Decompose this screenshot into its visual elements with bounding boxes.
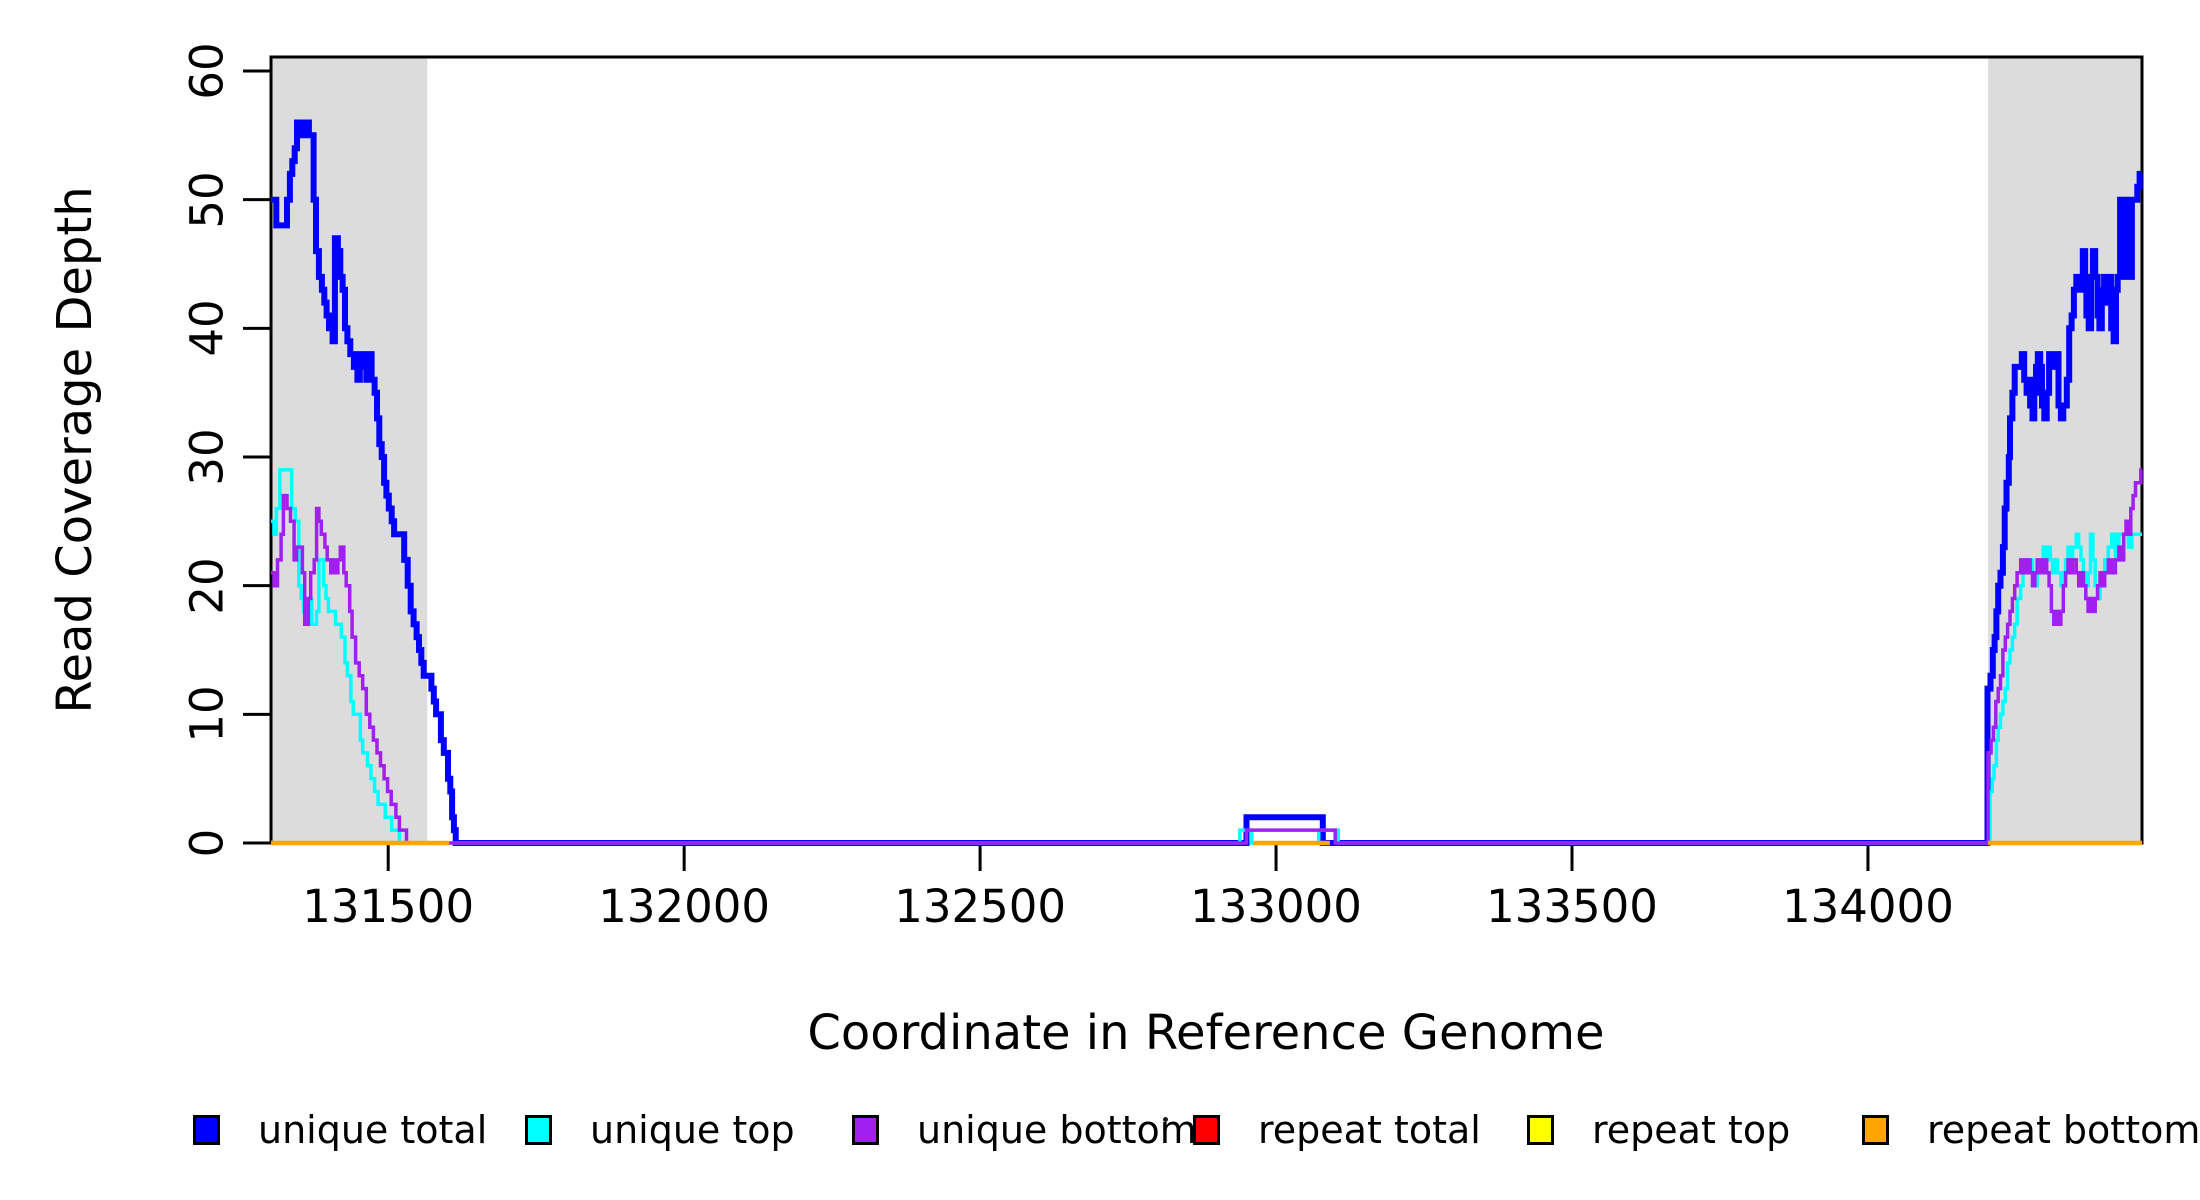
x-tick-label: 132000: [598, 880, 771, 933]
legend-swatch-repeat-bottom: [1862, 1115, 1889, 1145]
series-line-unique-top: [271, 468, 2142, 845]
legend-item-unique-total: unique total: [193, 1108, 487, 1152]
series-line-unique-total: [271, 119, 2143, 846]
shaded-repeat-region: [271, 57, 428, 843]
x-axis-title: Coordinate in Reference Genome: [807, 1005, 1605, 1061]
y-axis-title: Read Coverage Depth: [47, 186, 103, 714]
x-tick-label: 134000: [1782, 880, 1954, 933]
x-tick-label: 133500: [1486, 880, 1658, 933]
legend-label: unique total: [258, 1108, 488, 1152]
legend-item-repeat-top: repeat top: [1527, 1108, 1790, 1152]
x-tick-label: 133000: [1190, 880, 1362, 933]
legend-swatch-unique-top: [525, 1115, 552, 1145]
legend-item-repeat-total: repeat total: [1193, 1108, 1481, 1152]
y-tick-label: 10: [180, 685, 234, 743]
stray-dot: [1163, 1117, 1168, 1122]
legend-label: unique bottom: [917, 1108, 1197, 1152]
y-tick-label: 60: [180, 42, 234, 100]
legend-swatch-unique-bottom: [852, 1115, 879, 1145]
series-line-unique-bottom: [271, 468, 2143, 845]
legend-item-repeat-bottom: repeat bottom: [1862, 1108, 2200, 1152]
y-tick-label: 0: [180, 828, 234, 858]
legend-item-unique-top: unique top: [525, 1108, 795, 1152]
plot-box: [269, 55, 2144, 845]
x-tick-label: 132500: [894, 880, 1066, 933]
legend-label: repeat bottom: [1927, 1108, 2200, 1152]
y-tick-label: 40: [180, 299, 234, 357]
legend-swatch-unique-total: [193, 1115, 220, 1145]
y-tick-label: 50: [180, 171, 234, 229]
shaded-repeat-region: [1988, 57, 2142, 843]
legend-label: unique top: [590, 1108, 795, 1152]
legend-item-unique-bottom: unique bottom: [852, 1108, 1197, 1152]
legend-swatch-repeat-total: [1193, 1115, 1220, 1145]
legend-label: repeat top: [1592, 1108, 1791, 1152]
legend-label: repeat total: [1258, 1108, 1481, 1152]
y-tick-label: 30: [180, 428, 234, 486]
legend-swatch-repeat-top: [1527, 1115, 1554, 1145]
x-tick-label: 131500: [302, 880, 475, 933]
y-tick-label: 20: [180, 557, 234, 615]
